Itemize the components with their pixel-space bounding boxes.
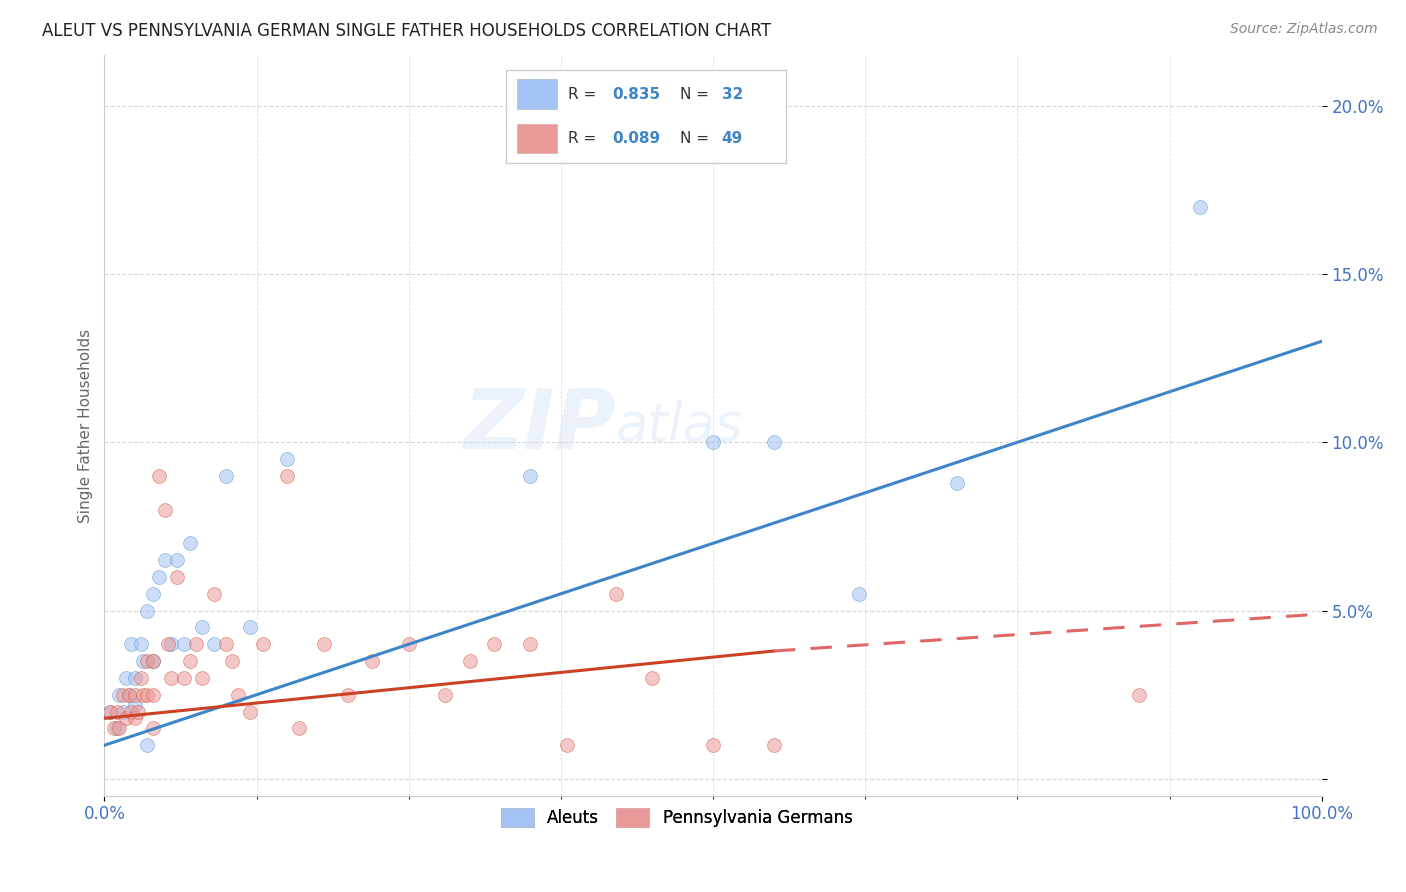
Point bbox=[702, 435, 724, 450]
Point bbox=[179, 536, 201, 550]
Point bbox=[132, 654, 155, 668]
Text: ALEUT VS PENNSYLVANIA GERMAN SINGLE FATHER HOUSEHOLDS CORRELATION CHART: ALEUT VS PENNSYLVANIA GERMAN SINGLE FATH… bbox=[42, 22, 770, 40]
Point bbox=[136, 738, 159, 752]
Point bbox=[124, 698, 146, 712]
Point bbox=[239, 620, 262, 634]
Point bbox=[1188, 200, 1211, 214]
Point bbox=[166, 553, 188, 567]
Point bbox=[166, 570, 188, 584]
Point bbox=[111, 705, 134, 719]
Point bbox=[129, 637, 152, 651]
Point bbox=[108, 688, 131, 702]
Point bbox=[155, 553, 177, 567]
Point bbox=[129, 671, 152, 685]
Legend: Aleuts, Pennsylvania Germans: Aleuts, Pennsylvania Germans bbox=[492, 799, 860, 836]
Point bbox=[155, 502, 177, 516]
Point bbox=[519, 637, 541, 651]
Point bbox=[945, 475, 967, 490]
Point bbox=[202, 637, 225, 651]
Point bbox=[111, 688, 134, 702]
Point bbox=[702, 738, 724, 752]
Point bbox=[136, 688, 159, 702]
Point bbox=[124, 688, 146, 702]
Point bbox=[252, 637, 274, 651]
Point bbox=[132, 688, 155, 702]
Point bbox=[124, 671, 146, 685]
Point bbox=[103, 722, 125, 736]
Point bbox=[641, 671, 664, 685]
Point bbox=[142, 587, 165, 601]
Point bbox=[239, 705, 262, 719]
Point bbox=[1128, 688, 1150, 702]
Text: Source: ZipAtlas.com: Source: ZipAtlas.com bbox=[1230, 22, 1378, 37]
Point bbox=[142, 654, 165, 668]
Point bbox=[120, 637, 142, 651]
Point bbox=[288, 722, 311, 736]
Point bbox=[762, 435, 785, 450]
Point bbox=[226, 688, 249, 702]
Point bbox=[173, 671, 195, 685]
Point bbox=[215, 637, 238, 651]
Point bbox=[148, 469, 170, 483]
Point bbox=[120, 705, 142, 719]
Point bbox=[100, 705, 122, 719]
Point bbox=[184, 637, 207, 651]
Point bbox=[115, 711, 138, 725]
Point bbox=[762, 738, 785, 752]
Point bbox=[519, 469, 541, 483]
Point bbox=[160, 671, 183, 685]
Point bbox=[100, 705, 122, 719]
Text: ZIP: ZIP bbox=[463, 385, 616, 466]
Point bbox=[215, 469, 238, 483]
Point bbox=[142, 654, 165, 668]
Point bbox=[105, 722, 128, 736]
Point bbox=[108, 722, 131, 736]
Point bbox=[118, 688, 141, 702]
Point bbox=[482, 637, 505, 651]
Point bbox=[191, 671, 214, 685]
Point bbox=[118, 688, 141, 702]
Point bbox=[105, 705, 128, 719]
Point bbox=[115, 671, 138, 685]
Point bbox=[276, 452, 298, 467]
Point bbox=[148, 570, 170, 584]
Point bbox=[458, 654, 481, 668]
Point bbox=[605, 587, 627, 601]
Point bbox=[336, 688, 359, 702]
Point bbox=[221, 654, 243, 668]
Point bbox=[434, 688, 457, 702]
Text: atlas: atlas bbox=[616, 400, 744, 451]
Point bbox=[398, 637, 420, 651]
Point bbox=[179, 654, 201, 668]
Point bbox=[276, 469, 298, 483]
Point bbox=[124, 711, 146, 725]
Point bbox=[142, 722, 165, 736]
Point bbox=[156, 637, 179, 651]
Point bbox=[160, 637, 183, 651]
Point bbox=[136, 654, 159, 668]
Point bbox=[312, 637, 335, 651]
Point bbox=[848, 587, 870, 601]
Point bbox=[136, 604, 159, 618]
Point bbox=[555, 738, 578, 752]
Point bbox=[142, 688, 165, 702]
Point bbox=[202, 587, 225, 601]
Point bbox=[173, 637, 195, 651]
Point bbox=[127, 705, 149, 719]
Point bbox=[191, 620, 214, 634]
Point bbox=[361, 654, 384, 668]
Y-axis label: Single Father Households: Single Father Households bbox=[79, 328, 93, 523]
